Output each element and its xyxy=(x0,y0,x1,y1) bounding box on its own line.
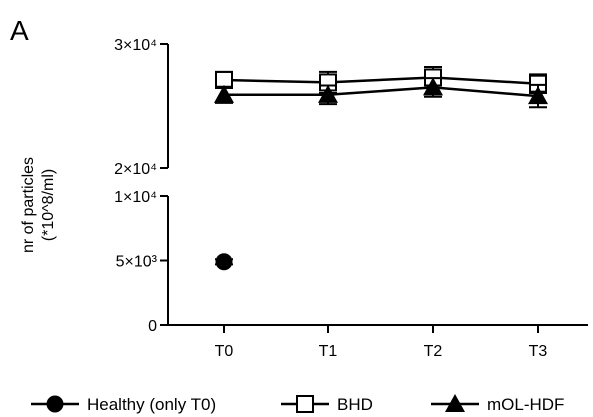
series-line xyxy=(224,86,539,98)
legend-label: mOL-HDF xyxy=(487,395,564,414)
series-line xyxy=(223,76,539,85)
y-lower-tick-label: 5×10³ xyxy=(116,254,158,271)
x-tick-label: T1 xyxy=(319,343,338,360)
legend: Healthy (only T0) BHD mOL-HDF xyxy=(31,394,564,414)
data-point xyxy=(214,84,234,103)
legend-marker xyxy=(46,395,64,413)
x-tick-label: T0 xyxy=(215,343,234,360)
y-lower-tick-label: 0 xyxy=(148,318,157,335)
panel-label: A xyxy=(10,15,29,46)
legend-label: BHD xyxy=(337,395,373,414)
data-point xyxy=(528,86,548,105)
x-tick-label: T2 xyxy=(424,343,443,360)
legend-label: Healthy (only T0) xyxy=(87,395,216,414)
data-point xyxy=(318,84,338,103)
y-lower-tick-label: 1×10⁴ xyxy=(114,189,157,206)
legend-item: mOL-HDF xyxy=(431,394,564,414)
legend-item: BHD xyxy=(281,395,373,414)
series-2 xyxy=(214,77,548,109)
series-layer xyxy=(214,65,548,271)
y-axis-unit: (*10^8/ml) xyxy=(40,169,57,241)
series-0 xyxy=(215,253,233,271)
data-point xyxy=(423,77,443,96)
legend-marker xyxy=(445,394,465,412)
legend-marker xyxy=(296,395,314,413)
x-tick-label: T3 xyxy=(529,343,548,360)
y-upper-tick-label: 3×10⁴ xyxy=(114,37,157,54)
axes: 2×10⁴ 3×10⁴ 0 5×10³ 1×10⁴ T0 T1 T2 T3 xyxy=(114,37,588,360)
y-axis-title: nr of particles (*10^8/ml) xyxy=(20,157,57,253)
legend-item: Healthy (only T0) xyxy=(31,395,216,414)
y-axis-label: nr of particles xyxy=(20,157,37,253)
y-upper-tick-label: 2×10⁴ xyxy=(114,161,157,178)
data-point xyxy=(215,253,233,271)
series-1 xyxy=(215,65,547,94)
